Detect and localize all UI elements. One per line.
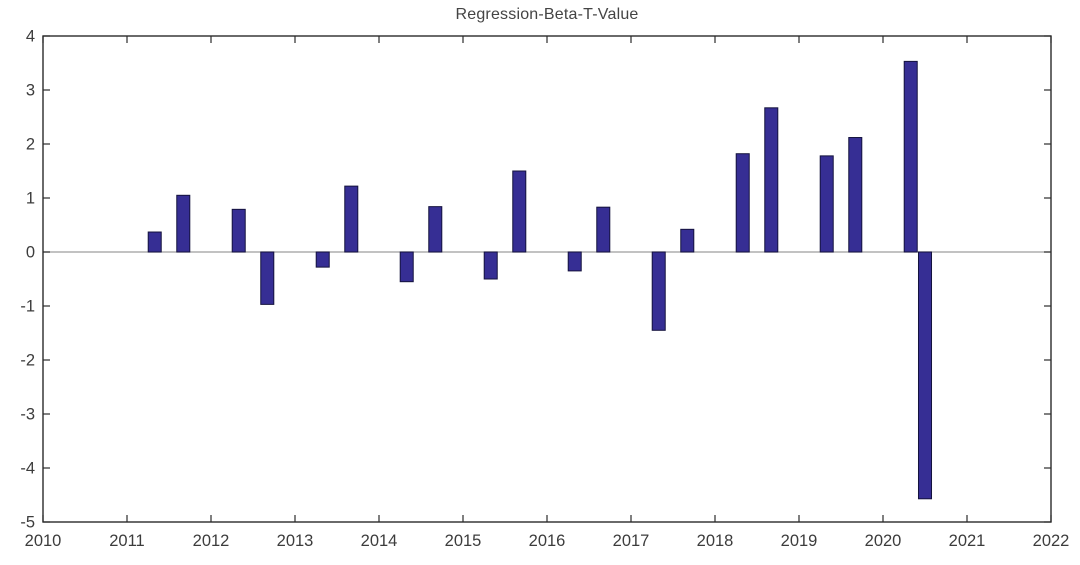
bar [428, 206, 443, 253]
bar [735, 153, 750, 253]
bar [651, 251, 666, 331]
y-tick-label: 3 [26, 82, 35, 100]
x-tick-label: 2019 [781, 532, 818, 550]
x-tick-label: 2014 [361, 532, 398, 550]
bar [399, 251, 414, 283]
x-tick-label: 2021 [949, 532, 986, 550]
bar [596, 206, 611, 253]
bar [680, 228, 695, 253]
bar [315, 251, 330, 268]
bar [848, 137, 863, 253]
bar [231, 208, 246, 253]
bar [819, 155, 834, 253]
y-tick-label: -3 [20, 406, 35, 424]
x-tick-label: 2013 [277, 532, 314, 550]
plot-frame [42, 35, 1052, 523]
y-tick-label: -5 [20, 514, 35, 532]
bar [147, 231, 162, 253]
x-tick-label: 2018 [697, 532, 734, 550]
y-tick-label: 4 [26, 28, 35, 46]
bar [176, 194, 191, 253]
y-tick-label: 1 [26, 190, 35, 208]
bar [344, 185, 359, 253]
y-tick-label: -2 [20, 352, 35, 370]
bar [917, 251, 933, 500]
x-tick-label: 2016 [529, 532, 566, 550]
bar [567, 251, 582, 272]
x-tick-label: 2017 [613, 532, 650, 550]
x-tick-label: 2012 [193, 532, 230, 550]
bar [483, 251, 498, 280]
bar [512, 170, 527, 253]
chart-title: Regression-Beta-T-Value [455, 6, 639, 23]
y-tick-label: -1 [20, 298, 35, 316]
x-tick-label: 2022 [1033, 532, 1070, 550]
x-tick-label: 2015 [445, 532, 482, 550]
y-tick-label: -4 [20, 460, 35, 478]
y-tick-label: 0 [26, 244, 35, 262]
x-tick-label: 2010 [25, 532, 62, 550]
y-tick-label: 2 [26, 136, 35, 154]
x-tick-label: 2011 [109, 532, 144, 550]
bar [903, 60, 918, 253]
x-tick-label: 2020 [865, 532, 902, 550]
bar [260, 251, 275, 305]
bar [764, 107, 779, 253]
